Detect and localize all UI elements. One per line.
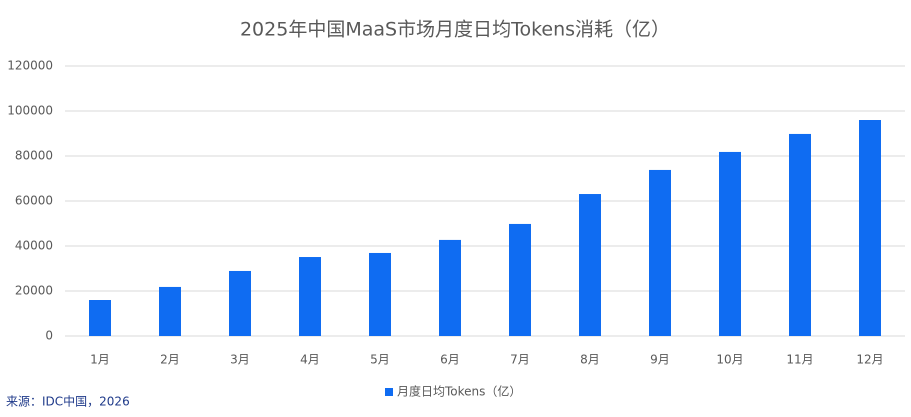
x-tick-label: 5月: [370, 353, 390, 367]
y-tick-label: 60000: [15, 194, 53, 208]
bar: [439, 239, 461, 336]
y-tick-label: 40000: [15, 239, 53, 253]
x-tick-label: 4月: [300, 353, 320, 367]
bar: [789, 133, 811, 336]
x-tick-label: 3月: [230, 353, 250, 367]
x-tick-label: 11月: [786, 353, 813, 367]
y-tick-label: 100000: [7, 104, 53, 118]
bar: [509, 223, 531, 336]
chart-title: 2025年中国MaaS市场月度日均Tokens消耗（亿）: [240, 19, 670, 41]
y-tick-label: 0: [45, 329, 53, 343]
bar: [859, 120, 881, 336]
legend-swatch: [385, 388, 393, 396]
x-tick-label: 9月: [650, 353, 670, 367]
legend-label: 月度日均Tokens（亿）: [397, 384, 521, 399]
bar: [719, 151, 741, 336]
x-tick-label: 8月: [580, 353, 600, 367]
x-tick-label: 1月: [90, 353, 110, 367]
x-tick-label: 12月: [856, 353, 883, 367]
bar: [229, 270, 251, 336]
source-note: 来源：IDC中国，2026: [6, 394, 130, 409]
x-tick-label: 10月: [716, 353, 743, 367]
y-tick-label: 120000: [7, 59, 53, 73]
x-tick-label: 6月: [440, 353, 460, 367]
y-tick-label: 80000: [15, 149, 53, 163]
bar: [649, 169, 671, 336]
x-tick-label: 2月: [160, 353, 180, 367]
bar: [579, 194, 601, 336]
y-tick-label: 20000: [15, 284, 53, 298]
bar: [89, 300, 111, 336]
bar: [369, 252, 391, 336]
bar: [159, 286, 181, 336]
x-tick-label: 7月: [510, 353, 530, 367]
bar: [299, 257, 321, 336]
